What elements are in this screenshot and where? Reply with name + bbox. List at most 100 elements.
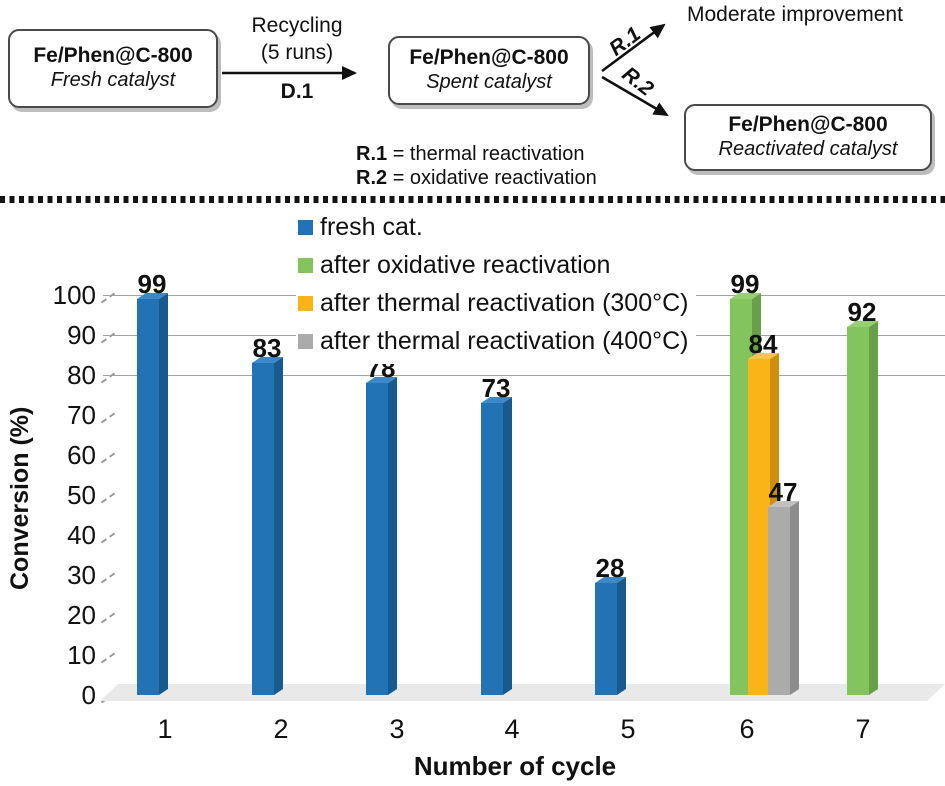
y-tick-dash-50	[100, 492, 116, 504]
definition-r1-key: R.1	[356, 143, 388, 165]
bar-side-face	[503, 397, 512, 695]
value-label-cycle6-series1: 99	[730, 269, 760, 299]
bar-top-face	[595, 577, 626, 583]
fresh-catalyst-title: Fe/Phen@C-800	[33, 44, 193, 68]
legend-item-thermal-400: after thermal reactivation (400°C)	[298, 322, 688, 360]
y-tick-label-30: 30	[67, 560, 96, 590]
legend-label-thermal-400: after thermal reactivation (400°C)	[320, 326, 689, 355]
d1-label: D.1	[280, 80, 314, 103]
y-tick-dash-10	[100, 652, 116, 664]
bar-cycle7-series1	[847, 321, 878, 695]
value-label-cycle6-series2: 84	[748, 329, 778, 359]
y-tick-label-90: 90	[67, 320, 96, 350]
value-label-cycle1-series0: 99	[137, 269, 167, 299]
y-tick-label-70: 70	[67, 400, 96, 430]
bar-top-face	[252, 357, 283, 363]
y-tick-dash-20	[100, 612, 116, 624]
spent-catalyst-title: Fe/Phen@C-800	[409, 46, 569, 70]
legend-swatch-gray	[298, 333, 313, 349]
bar-cycle1-series0	[137, 293, 168, 695]
legend-swatch-green	[298, 257, 313, 273]
bar-front-face	[847, 327, 869, 695]
legend-swatch-yellow	[298, 295, 313, 311]
bar-front-face	[481, 403, 503, 695]
bar-side-face	[617, 577, 626, 695]
y-tick-label-40: 40	[67, 520, 96, 550]
value-label-cycle7-series1: 92	[847, 297, 877, 327]
bar-front-face	[748, 359, 770, 695]
definition-r1-text: = thermal reactivation	[392, 143, 585, 165]
bar-front-face	[366, 383, 388, 695]
definition-r2-text: = oxidative reactivation	[392, 167, 597, 189]
bar-front-face	[595, 583, 617, 695]
x-tick-label-4: 4	[504, 714, 520, 744]
bar-top-face	[847, 321, 878, 327]
y-tick-label-50: 50	[67, 480, 96, 510]
x-tick-label-7: 7	[855, 714, 871, 744]
legend-item-oxidative: after oxidative reactivation	[298, 246, 688, 284]
x-axis-title: Number of cycle	[413, 751, 617, 781]
y-axis-title: Conversion (%)	[6, 406, 34, 590]
y-tick-dash-40	[100, 532, 116, 544]
y-tick-dash-70	[100, 412, 116, 424]
fresh-catalyst-subtitle: Fresh catalyst	[50, 69, 176, 92]
y-tick-label-80: 80	[67, 360, 96, 390]
x-tick-label-3: 3	[389, 714, 405, 744]
recycling-label: Recycling	[251, 14, 343, 37]
bar-top-face	[748, 353, 779, 359]
definition-r2-key: R.2	[356, 167, 388, 189]
definition-r1: R.1 = thermal reactivation	[356, 142, 597, 166]
legend-label-oxidative: after oxidative reactivation	[320, 250, 611, 279]
reactivation-definitions: R.1 = thermal reactivation R.2 = oxidati…	[356, 142, 597, 190]
definition-r2: R.2 = oxidative reactivation	[356, 166, 597, 190]
r1-arrow-line	[601, 23, 666, 73]
bar-side-face	[869, 321, 878, 695]
bar-side-face	[388, 377, 397, 695]
runs-label: (5 runs)	[260, 41, 334, 64]
y-tick-label-60: 60	[67, 440, 96, 470]
chart-floor	[100, 684, 945, 701]
bar-cycle2-series0	[252, 357, 283, 695]
bar-cycle4-series0	[481, 397, 512, 695]
spent-catalyst-subtitle: Spent catalyst	[426, 71, 552, 94]
dotted-divider	[0, 196, 945, 203]
y-tick-dash-60	[100, 452, 116, 464]
bar-front-face	[252, 363, 274, 695]
legend-item-thermal-300: after thermal reactivation (300°C)	[298, 284, 688, 322]
bar-top-face	[768, 501, 799, 507]
moderate-improvement-text: Moderate improvement	[687, 3, 903, 26]
legend-label-thermal-300: after thermal reactivation (300°C)	[320, 288, 689, 317]
legend-label-fresh: fresh cat.	[320, 212, 423, 241]
bar-front-face	[768, 507, 790, 695]
y-tick-dash-30	[100, 572, 116, 584]
y-tick-label-100: 100	[52, 280, 96, 310]
chart-legend: fresh cat. after oxidative reactivation …	[296, 206, 697, 364]
value-label-cycle2-series0: 83	[252, 333, 282, 363]
value-label-cycle4-series0: 73	[481, 373, 511, 403]
reactivated-catalyst-box: Fe/Phen@C-800 Reactivated catalyst	[684, 104, 932, 171]
bar-front-face	[730, 299, 752, 695]
bar-side-face	[159, 293, 168, 695]
bar-front-face	[137, 299, 159, 695]
r2-arrow-line	[601, 75, 669, 117]
y-tick-label-0: 0	[81, 680, 96, 710]
x-tick-label-2: 2	[273, 714, 289, 744]
bar-side-face	[790, 501, 799, 695]
reactivated-catalyst-title: Fe/Phen@C-800	[728, 113, 888, 137]
bar-side-face	[274, 357, 283, 695]
reactivated-catalyst-subtitle: Reactivated catalyst	[718, 138, 898, 161]
value-label-cycle5-series0: 28	[595, 553, 625, 583]
spent-catalyst-box: Fe/Phen@C-800 Spent catalyst	[388, 36, 590, 105]
legend-swatch-blue	[298, 219, 313, 235]
scheme-arrows	[222, 23, 669, 117]
y-tick-label-20: 20	[67, 600, 96, 630]
bar-top-face	[366, 377, 397, 383]
x-tick-label-1: 1	[157, 714, 173, 744]
x-tick-label-6: 6	[739, 714, 755, 744]
bar-cycle3-series0	[366, 377, 397, 695]
bar-cycle6-series3	[768, 501, 799, 695]
legend-item-fresh: fresh cat.	[298, 208, 688, 246]
x-tick-label-5: 5	[620, 714, 636, 744]
value-label-cycle6-series3: 47	[768, 477, 798, 507]
